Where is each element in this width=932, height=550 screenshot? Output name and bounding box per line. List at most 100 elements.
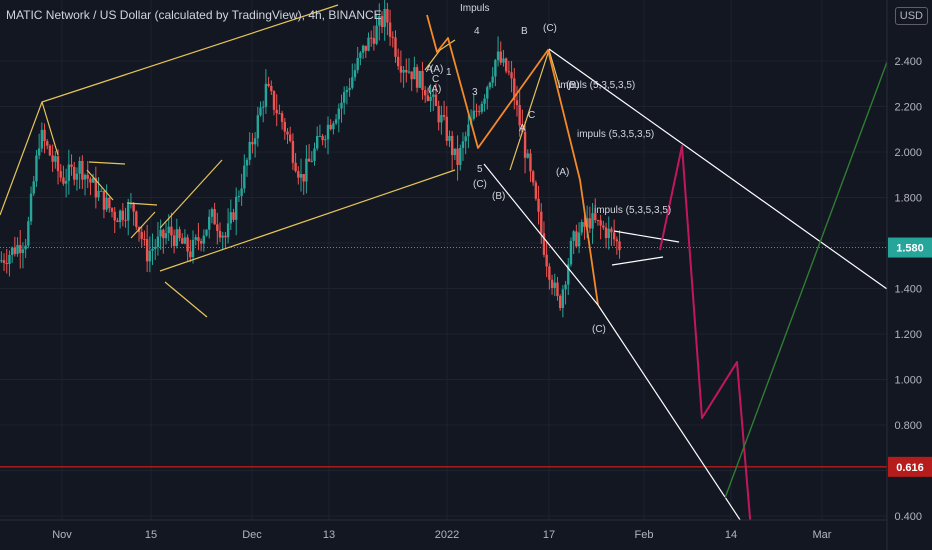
candle-body xyxy=(324,139,327,141)
candle-body xyxy=(67,164,71,181)
candle-body xyxy=(221,235,224,238)
candle-body xyxy=(369,37,373,39)
candle-body xyxy=(140,232,143,239)
candle-body xyxy=(548,266,551,280)
wave-label: 3 xyxy=(472,87,478,98)
candle-body xyxy=(46,141,49,146)
y-tick-label: 2.200 xyxy=(894,102,922,114)
candle-body xyxy=(418,70,421,88)
candle-body xyxy=(235,196,238,220)
candle-body xyxy=(197,237,200,242)
candle-body xyxy=(332,123,335,130)
candle-body xyxy=(537,198,540,212)
candle-body xyxy=(48,145,52,156)
pattern-flag-bottom xyxy=(130,211,156,239)
candle-body xyxy=(167,226,170,234)
candle-body xyxy=(243,165,246,189)
downtrend-lower xyxy=(597,304,741,520)
candle-body xyxy=(361,45,365,53)
candle-body xyxy=(148,250,152,262)
candle-body xyxy=(194,237,197,240)
candle-body xyxy=(553,282,556,288)
candle-body xyxy=(51,155,54,162)
candle-body xyxy=(143,238,146,240)
candle-body xyxy=(502,58,505,63)
wave-label: A xyxy=(519,123,526,134)
candle-body xyxy=(380,16,384,27)
candle-body xyxy=(181,238,184,244)
candle-body xyxy=(100,190,103,192)
wave-label: (A) xyxy=(556,167,569,178)
candle-body xyxy=(464,136,467,142)
candle-body xyxy=(102,190,106,210)
candle-body xyxy=(124,219,127,221)
candle-body xyxy=(73,166,76,180)
support-badge xyxy=(888,456,932,477)
candle-body xyxy=(402,69,405,73)
triangle-top xyxy=(613,230,680,243)
candle-body xyxy=(561,289,565,308)
candle-body xyxy=(426,95,430,101)
wave-label: (A) xyxy=(430,64,443,75)
support-label: 0.616 xyxy=(896,462,924,474)
candle-body xyxy=(550,279,554,288)
candle-body xyxy=(248,141,251,160)
x-tick-label: 15 xyxy=(145,529,157,541)
time-axis[interactable]: Nov 15 Dec 13 2022 17 Feb 14 Mar xyxy=(52,529,832,541)
candle-body xyxy=(585,218,589,227)
wave-label: C xyxy=(528,110,535,121)
y-tick-label: 1.000 xyxy=(894,375,922,387)
x-tick-label: Nov xyxy=(52,529,72,541)
candle-body xyxy=(232,212,235,220)
candle-body xyxy=(237,196,241,198)
candle-body xyxy=(480,103,484,112)
candle-body xyxy=(413,67,416,80)
wave-label: C xyxy=(432,74,439,85)
candle-body xyxy=(202,235,206,244)
downtrend-lower-start xyxy=(483,163,599,306)
candle-body xyxy=(602,225,605,228)
candle-body xyxy=(2,260,6,263)
downtrend-upper xyxy=(548,48,887,290)
candle-body xyxy=(81,160,84,180)
candle-body xyxy=(210,209,214,217)
candle-body xyxy=(264,83,268,107)
candle-body xyxy=(591,213,594,229)
candle-body xyxy=(108,197,111,209)
candle-body xyxy=(499,51,502,63)
candle-body xyxy=(0,260,3,262)
candle-body xyxy=(569,240,573,265)
y-tick-label: 2.000 xyxy=(894,147,922,159)
candle-body xyxy=(429,96,432,101)
wave-label: impuls (5,3,5,3,5) xyxy=(577,129,654,140)
uptrend-line xyxy=(724,61,887,499)
candle-body xyxy=(459,147,462,165)
candle-body xyxy=(572,231,575,241)
candle-body xyxy=(607,228,610,239)
candle-body xyxy=(135,211,138,227)
candle-body xyxy=(396,56,400,67)
candle-body xyxy=(518,105,521,126)
candle-body xyxy=(10,247,14,255)
candle-body xyxy=(170,226,173,236)
candle-body xyxy=(529,153,532,172)
candle-body xyxy=(540,211,543,234)
candle-body xyxy=(477,111,481,113)
candle-body xyxy=(445,116,448,141)
candle-body xyxy=(29,193,33,222)
x-tick-label: 17 xyxy=(543,529,555,541)
candle-body xyxy=(127,204,130,221)
wave-label: (C) xyxy=(543,23,557,34)
price-badges: 1.580 0.616 xyxy=(888,237,932,477)
currency-button[interactable]: USD xyxy=(894,7,928,25)
candle-body xyxy=(289,134,292,141)
candle-body xyxy=(340,102,343,109)
candle-body xyxy=(515,100,519,106)
candle-body xyxy=(386,8,389,23)
candle-body xyxy=(367,37,370,51)
candle-body xyxy=(105,197,108,210)
candle-body xyxy=(372,38,376,44)
candle-body xyxy=(407,71,411,73)
